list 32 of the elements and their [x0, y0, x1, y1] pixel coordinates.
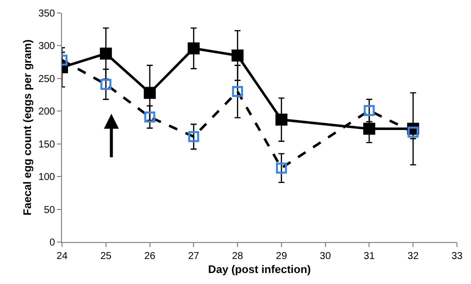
- point: [144, 86, 156, 99]
- x-tick-label: 26: [144, 251, 156, 262]
- y-axis-title: Faecal egg count (eggs per gram): [22, 39, 34, 216]
- y-tick-label: 50: [44, 204, 56, 216]
- x-tick-label: 27: [188, 251, 200, 262]
- x-tick-label: 32: [408, 251, 420, 262]
- point: [232, 50, 244, 62]
- point: [364, 104, 375, 116]
- point: [144, 112, 156, 123]
- x-tick-label: 33: [451, 251, 463, 262]
- y-tick-label: 200: [38, 106, 56, 118]
- x-tick-label: 31: [364, 251, 376, 262]
- point: [188, 42, 200, 54]
- y-tick-label: 100: [38, 172, 56, 184]
- y-tick-label: 300: [38, 41, 56, 52]
- y-tick-label: 0: [49, 238, 56, 248]
- point: [100, 48, 112, 60]
- point: [100, 78, 112, 90]
- point: [188, 131, 200, 142]
- point: [232, 86, 244, 98]
- x-tick-label: 24: [56, 251, 68, 262]
- y-tick-label: 250: [38, 74, 56, 85]
- point: [363, 122, 376, 135]
- y-tick-label: 350: [38, 8, 56, 20]
- y-tick-label: 150: [38, 139, 56, 150]
- x-axis-title: Day (post infection): [208, 264, 312, 276]
- x-tick-label: 30: [320, 251, 332, 262]
- x-tick-label: 25: [100, 251, 112, 262]
- x-tick-label: 29: [276, 251, 288, 262]
- point: [276, 162, 287, 174]
- x-tick-label: 28: [232, 251, 244, 262]
- point: [275, 114, 288, 126]
